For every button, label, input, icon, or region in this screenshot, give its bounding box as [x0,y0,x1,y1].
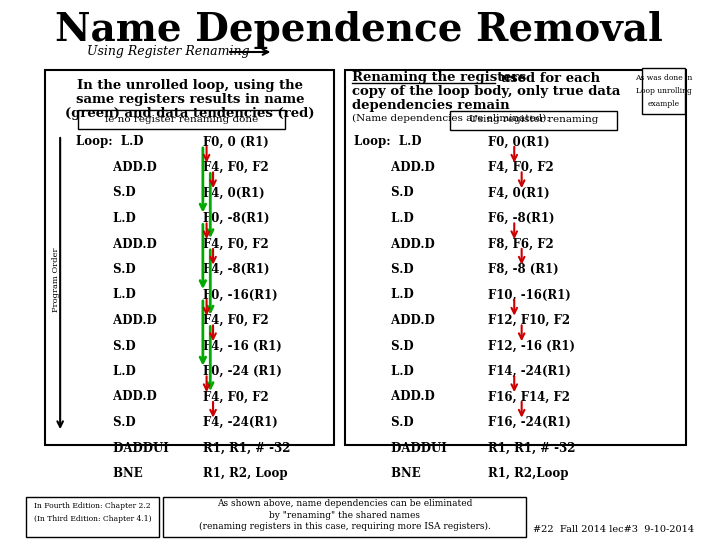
Text: ADD.D: ADD.D [76,161,157,174]
FancyBboxPatch shape [450,111,617,130]
Text: ADD.D: ADD.D [354,390,435,403]
FancyBboxPatch shape [642,68,685,114]
Text: F0, -16(R1): F0, -16(R1) [203,288,277,301]
Text: F6, -8(R1): F6, -8(R1) [488,212,555,225]
Text: F4, F0, F2: F4, F0, F2 [488,161,554,174]
Text: DADDUI: DADDUI [354,442,446,455]
Text: ADD.D: ADD.D [76,314,157,327]
Text: S.D: S.D [76,416,135,429]
Text: F0, -8(R1): F0, -8(R1) [203,212,269,225]
Text: F0, 0(R1): F0, 0(R1) [488,136,550,148]
Text: BNE: BNE [354,467,420,480]
Text: used for each: used for each [495,71,600,84]
Text: dependencies remain: dependencies remain [352,99,510,112]
Text: (green) and data tendencies (red): (green) and data tendencies (red) [65,106,315,119]
Text: F16, F14, F2: F16, F14, F2 [488,390,570,403]
Text: F14, -24(R1): F14, -24(R1) [488,365,571,378]
Text: S.D: S.D [354,186,413,199]
Text: L.D: L.D [354,365,414,378]
Text: S.D: S.D [354,416,413,429]
Text: F4, F0, F2: F4, F0, F2 [203,390,269,403]
Text: ADD.D: ADD.D [354,161,435,174]
Text: S.D: S.D [76,340,135,353]
Text: F8, F6, F2: F8, F6, F2 [488,238,554,251]
Text: In the unrolled loop, using the: In the unrolled loop, using the [77,78,303,91]
FancyBboxPatch shape [26,497,159,537]
Text: F4, 0(R1): F4, 0(R1) [488,186,550,199]
FancyBboxPatch shape [163,497,526,537]
Text: F12, F10, F2: F12, F10, F2 [488,314,570,327]
Text: R1, R2,Loop: R1, R2,Loop [488,467,569,480]
Text: F16, -24(R1): F16, -24(R1) [488,416,571,429]
Text: Using Register Renaming: Using Register Renaming [87,45,250,58]
Text: F10, -16(R1): F10, -16(R1) [488,288,571,301]
Text: ADD.D: ADD.D [76,238,157,251]
Text: R1, R1, # -32: R1, R1, # -32 [488,442,576,455]
Text: S.D: S.D [76,186,135,199]
Text: Renaming the registers: Renaming the registers [352,71,526,84]
Text: Name Dependence Removal: Name Dependence Removal [55,11,662,49]
Text: F4, 0(R1): F4, 0(R1) [203,186,264,199]
Text: Loop:  L.D: Loop: L.D [354,136,421,148]
Text: F12, -16 (R1): F12, -16 (R1) [488,340,575,353]
Text: Using register renaming: Using register renaming [469,116,598,125]
Text: F0, 0 (R1): F0, 0 (R1) [203,136,269,148]
Text: (renaming registers in this case, requiring more ISA registers).: (renaming registers in this case, requir… [199,522,490,531]
Text: F4, F0, F2: F4, F0, F2 [203,314,269,327]
Text: Loop unrolling: Loop unrolling [636,87,691,95]
Text: As shown above, name dependencies can be eliminated: As shown above, name dependencies can be… [217,500,472,509]
Text: F4, F0, F2: F4, F0, F2 [203,238,269,251]
Text: F4, -24(R1): F4, -24(R1) [203,416,278,429]
Text: F4, -16 (R1): F4, -16 (R1) [203,340,282,353]
Text: F4, -8(R1): F4, -8(R1) [203,263,269,276]
Text: In Fourth Edition: Chapter 2.2: In Fourth Edition: Chapter 2.2 [35,502,151,510]
Text: L.D: L.D [76,212,135,225]
Text: #22  Fall 2014 lec#3  9-10-2014: #22 Fall 2014 lec#3 9-10-2014 [533,525,694,535]
Text: R1, R2, Loop: R1, R2, Loop [203,467,287,480]
FancyBboxPatch shape [78,110,285,129]
Text: L.D: L.D [354,212,414,225]
Text: (Name dependencies are eliminated):: (Name dependencies are eliminated): [352,113,550,123]
Text: F4, F0, F2: F4, F0, F2 [203,161,269,174]
Text: example: example [647,100,680,108]
Text: L.D: L.D [354,288,414,301]
Text: S.D: S.D [354,340,413,353]
Text: R1, R1, # -32: R1, R1, # -32 [203,442,290,455]
FancyBboxPatch shape [45,70,335,445]
Text: L.D: L.D [76,288,135,301]
FancyBboxPatch shape [345,70,685,445]
Text: As was done in: As was done in [635,74,692,82]
Text: S.D: S.D [76,263,135,276]
Text: ADD.D: ADD.D [76,390,157,403]
Text: L.D: L.D [76,365,135,378]
Text: Program Order: Program Order [52,248,60,312]
Text: F8, -8 (R1): F8, -8 (R1) [488,263,559,276]
Text: ADD.D: ADD.D [354,314,435,327]
Text: copy of the loop body, only true data: copy of the loop body, only true data [352,85,621,98]
Text: BNE: BNE [76,467,143,480]
Text: by "renaming" the shared names: by "renaming" the shared names [269,510,420,519]
Text: F0, -24 (R1): F0, -24 (R1) [203,365,282,378]
Text: same registers results in name: same registers results in name [76,92,304,105]
Text: DADDUI: DADDUI [76,442,168,455]
Text: Loop:  L.D: Loop: L.D [76,136,143,148]
Text: ADD.D: ADD.D [354,238,435,251]
Text: S.D: S.D [354,263,413,276]
Text: ie no register renaming done: ie no register renaming done [105,114,258,124]
Text: (In Third Edition: Chapter 4.1): (In Third Edition: Chapter 4.1) [34,515,151,523]
